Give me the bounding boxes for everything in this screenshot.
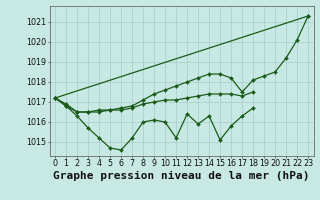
X-axis label: Graphe pression niveau de la mer (hPa): Graphe pression niveau de la mer (hPa): [53, 171, 310, 181]
